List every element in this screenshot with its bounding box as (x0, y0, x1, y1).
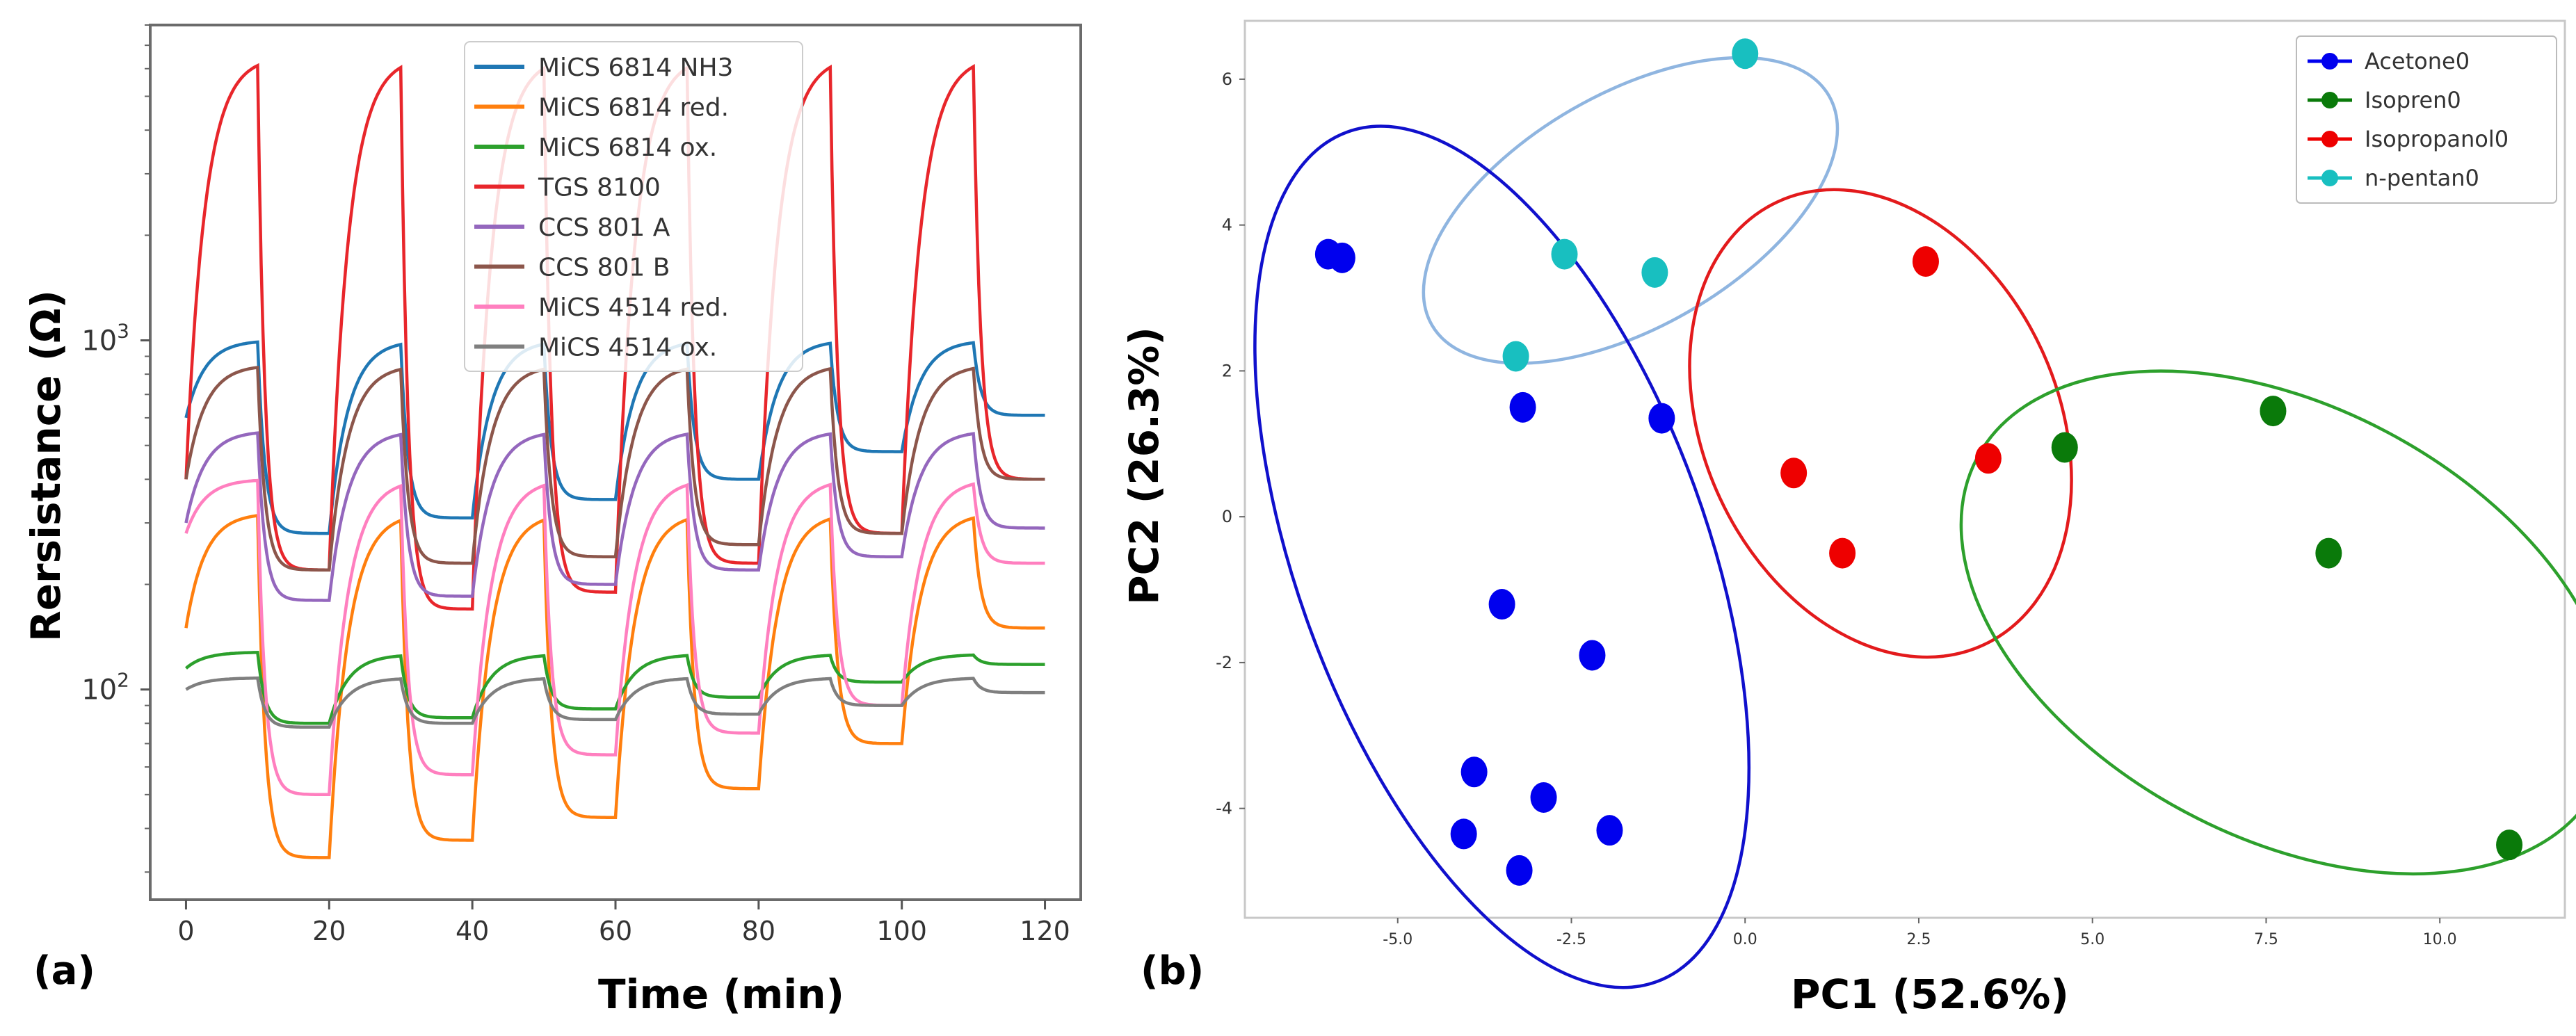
point-acetone0 (1530, 782, 1557, 813)
panel-a-label: (a) (33, 948, 95, 994)
point-acetone0 (1488, 589, 1515, 620)
point-isopren0 (2260, 396, 2287, 427)
x-tick-label: 20 (312, 916, 346, 946)
y-tick-label: 102 (81, 669, 129, 706)
y-tick-label: 4 (1222, 216, 1232, 235)
point-acetone0 (1596, 815, 1623, 846)
legend-entry-label: CCS 801 A (538, 213, 670, 242)
cluster-ellipse-n-pentan0 (1422, 56, 1840, 365)
x-tick-label: -5.0 (1383, 931, 1412, 948)
panel-b-y-axis-label: PC2 (26.3%) (1120, 327, 1168, 605)
legend-entry-label: MiCS 4514 ox. (538, 334, 717, 362)
point-acetone0 (1579, 640, 1606, 671)
panel-b-label: (b) (1141, 948, 1204, 994)
point-acetone0 (1648, 403, 1675, 434)
x-tick-label: 80 (742, 916, 775, 946)
legend-entry-label: Acetone0 (2365, 48, 2470, 74)
x-tick-label: 2.5 (1906, 931, 1931, 948)
panel-b-cluster-ellipses (1253, 56, 2576, 989)
x-tick-label: -2.5 (1556, 931, 1586, 948)
legend-swatch-marker (2321, 92, 2338, 108)
legend-entry-label: CCS 801 B (538, 254, 670, 282)
x-tick-label: 40 (456, 916, 489, 946)
cluster-ellipse-acetone0 (1253, 124, 1751, 989)
x-tick-label: 7.5 (2254, 931, 2278, 948)
point-isopropanol0 (1829, 537, 1856, 569)
y-tick-label: 0 (1222, 507, 1232, 526)
legend-entry-label: n-pentan0 (2365, 165, 2479, 191)
point-acetone0 (1328, 242, 1355, 273)
x-tick-label: 60 (599, 916, 632, 946)
point-isopren0 (2496, 829, 2523, 861)
panel-a-x-ticks: 0 20 40 60 80 100 120 (177, 900, 1070, 946)
point-acetone0 (1460, 756, 1488, 788)
panel-a-y-ticks: 102 103 (81, 24, 150, 873)
series-line-ccs-801-a (184, 431, 1045, 602)
y-tick-label: 103 (81, 320, 129, 357)
panel-a-legend: MiCS 6814 NH3 MiCS 6814 red. MiCS 6814 ox.… (464, 41, 803, 372)
x-tick-label: 100 (876, 916, 927, 946)
point-isopropanol0 (1974, 443, 2002, 474)
point-isopren0 (2315, 537, 2342, 569)
panel-b-y-ticks: -4 -2 0 2 4 6 (1216, 70, 1245, 818)
point-acetone0 (1450, 818, 1477, 850)
x-tick-label: 10.0 (2423, 931, 2457, 948)
point-n-pentan0 (1551, 238, 1578, 270)
series-line-mics-6814-red- (184, 513, 1045, 859)
point-n-pentan0 (1641, 257, 1668, 288)
panel-b-x-axis-label: PC1 (52.6%) (1791, 971, 2069, 1018)
x-tick-label: 5.0 (2080, 931, 2104, 948)
panel-a-y-axis-label: Rersistance (Ω) (22, 290, 70, 642)
legend-entry-label: MiCS 4514 red. (538, 293, 729, 322)
legend-entry-label: MiCS 6814 red. (538, 94, 729, 122)
x-tick-label: 120 (1020, 916, 1070, 946)
panel-a-x-axis-label: Time (min) (598, 971, 844, 1018)
point-isopropanol0 (1912, 246, 1939, 277)
panel-b-x-ticks: -5.0 -2.5 0.0 2.5 5.0 7.5 10.0 (1383, 918, 2457, 948)
legend-entry-label: TGS 8100 (538, 174, 661, 202)
legend-entry-label: MiCS 6814 ox. (538, 133, 717, 162)
cluster-ellipse-isopropanol0 (1688, 188, 2073, 659)
point-acetone0 (1506, 855, 1533, 886)
panel-a-series-group (184, 63, 1045, 859)
y-tick-label: 6 (1222, 70, 1232, 89)
legend-swatch-marker (2321, 170, 2338, 186)
panel-b-legend: Acetone0 Isopren0 Isopropanol0 n-pentan0 (2296, 35, 2557, 204)
y-tick-label: 2 (1222, 361, 1232, 380)
legend-box (2296, 35, 2557, 204)
point-isopren0 (2051, 432, 2078, 463)
legend-swatch-marker (2321, 53, 2338, 70)
panel-b-scatter-chart: -5.0 -2.5 0.0 2.5 5.0 7.5 10.0 -4 -2 0 2 4 6 Aceton… (1120, 19, 2576, 1018)
point-n-pentan0 (1502, 341, 1529, 372)
legend-swatch-marker (2321, 131, 2338, 147)
panel-b-points (1314, 38, 2523, 886)
series-line-mics-4514-ox- (185, 676, 1045, 729)
point-isopropanol0 (1780, 458, 1808, 489)
legend-entry-label: Isopropanol0 (2365, 126, 2509, 152)
series-line-ccs-801-b (184, 365, 1045, 572)
legend-entry-label: Isopren0 (2365, 87, 2461, 113)
legend-box (464, 41, 803, 372)
legend-entry-label: MiCS 6814 NH3 (538, 54, 733, 82)
x-tick-label: 0.0 (1733, 931, 1757, 948)
y-tick-label: -2 (1216, 653, 1232, 672)
x-tick-label: 0 (177, 916, 194, 946)
point-acetone0 (1509, 391, 1536, 423)
point-n-pentan0 (1732, 38, 1759, 70)
y-tick-label: -4 (1216, 799, 1232, 818)
